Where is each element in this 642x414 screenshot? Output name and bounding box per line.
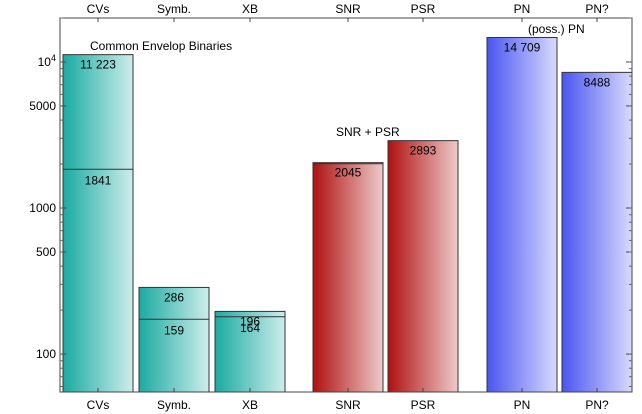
bar-inner-label-xb: 164: [240, 321, 260, 335]
bar-value-label-pn: 14 709: [504, 40, 541, 54]
tick-label-bottom-psr: PSR: [411, 398, 436, 412]
y-tick-label: 5000: [29, 99, 56, 113]
tick-label-bottom-pn: PN?: [585, 398, 609, 412]
tick-label-top-xb: XB: [242, 2, 258, 16]
bar-value-label-symb: 286: [164, 290, 184, 304]
bar-xb: [214, 310, 286, 393]
tick-label-bottom-snr: SNR: [335, 398, 361, 412]
bar-cvs: [62, 54, 134, 393]
y-tick-label: 100: [36, 347, 56, 361]
plot-frame: [59, 17, 633, 393]
tick-label-bottom-symb: Symb.: [157, 398, 191, 412]
bar-value-label-xb: 196: [240, 314, 260, 328]
y-tick-label: 500: [36, 245, 56, 259]
bar-value-label-pn: 8488: [584, 75, 611, 89]
axis-layer: CVs CVs Symb. Symb. XB XB SNR SNR PSR PSR PN PN PN? P…: [29, 2, 633, 412]
y-tick-label-10e4: 104: [38, 53, 56, 69]
bar-pn: [561, 71, 633, 393]
tick-label-bottom-pn: PN: [514, 398, 531, 412]
bars-layer: [62, 36, 633, 393]
tick-label-bottom-xb: XB: [242, 398, 258, 412]
tick-label-top-pn: PN: [514, 2, 531, 16]
tick-label-top-cvs: CVs: [87, 2, 110, 16]
bar-snr: [312, 162, 384, 393]
bar-pn: [486, 36, 558, 393]
tick-label-top-pn: PN?: [585, 2, 609, 16]
annotation-cvs: Common Envelop Binaries: [90, 39, 232, 53]
y-tick-label: 1000: [29, 201, 56, 215]
bar-value-label-cvs: 11 223: [80, 58, 116, 72]
annotation-pn: (poss.) PN: [528, 22, 585, 36]
bar-inner-label-cvs: 1841: [85, 173, 112, 187]
tick-label-top-symb: Symb.: [157, 2, 191, 16]
tick-label-bottom-cvs: CVs: [87, 398, 110, 412]
tick-label-top-snr: SNR: [335, 2, 361, 16]
annotation-snr: SNR + PSR: [336, 125, 400, 139]
bar-psr: [387, 140, 459, 393]
bar-value-label-snr: 2045: [335, 166, 362, 180]
bar-inner-label-symb: 159: [164, 323, 184, 337]
bar-value-label-psr: 2893: [410, 144, 437, 158]
tick-label-top-psr: PSR: [411, 2, 436, 16]
